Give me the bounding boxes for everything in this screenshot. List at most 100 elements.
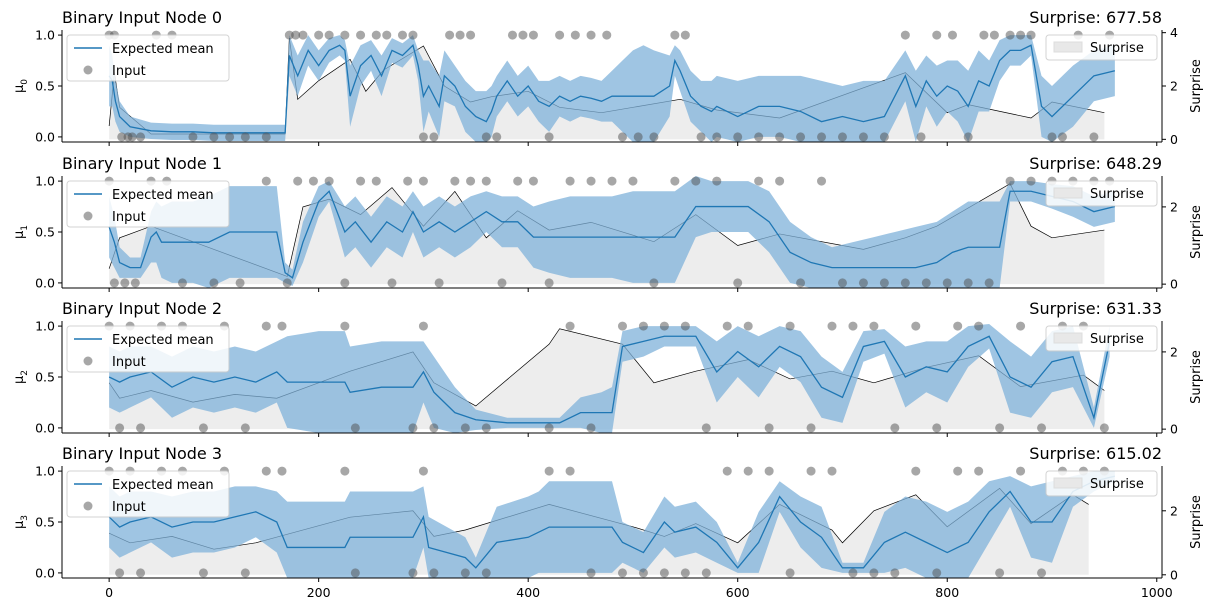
input-point — [481, 176, 491, 186]
input-point — [507, 30, 517, 40]
input-point — [570, 30, 580, 40]
uncertainty-band — [109, 324, 1110, 433]
input-point — [291, 30, 301, 40]
input-point — [429, 423, 439, 433]
input-point — [240, 423, 250, 433]
input-point — [382, 30, 392, 40]
legend-area-swatch — [1053, 332, 1083, 344]
input-point — [308, 176, 318, 186]
input-point — [565, 321, 575, 331]
legend: Expected mean Input — [66, 325, 230, 373]
input-point — [455, 30, 465, 40]
input-point — [261, 176, 271, 186]
input-point — [607, 176, 617, 186]
legend-label: Surprise — [1090, 41, 1144, 56]
input-point — [408, 568, 418, 578]
legend-box — [66, 34, 230, 82]
input-point — [932, 568, 942, 578]
input-point — [466, 176, 476, 186]
legend-label: Expected mean — [112, 42, 214, 57]
input-point — [282, 278, 292, 288]
legend-box — [66, 325, 230, 373]
legend-label: Input — [112, 210, 146, 225]
input-point — [544, 466, 554, 476]
y-tick-label: 1.0 — [35, 464, 55, 479]
input-point — [350, 423, 360, 433]
input-point — [617, 568, 627, 578]
input-point — [492, 132, 502, 142]
input-point — [670, 30, 680, 40]
input-point — [963, 278, 973, 288]
y-tick-label: 0.0 — [35, 129, 55, 144]
input-point — [314, 30, 324, 40]
input-point — [298, 30, 308, 40]
input-point — [284, 30, 294, 40]
uncertainty-band — [109, 471, 1115, 578]
legend-dot-swatch — [83, 65, 93, 75]
input-point — [659, 568, 669, 578]
y-tick-label: 0.5 — [35, 515, 55, 530]
input-point — [691, 176, 701, 186]
legend-box — [1045, 180, 1158, 207]
input-point — [712, 176, 722, 186]
input-point — [481, 423, 491, 433]
expected-mean-line — [108, 44, 1116, 134]
input-point — [638, 568, 648, 578]
input-point — [127, 132, 137, 142]
input-point — [136, 423, 146, 433]
y-axis-label: μ1 — [12, 225, 30, 239]
input-point — [408, 30, 418, 40]
input-point — [115, 568, 125, 578]
legend-surprise: Surprise — [1045, 34, 1158, 61]
input-point — [680, 321, 690, 331]
input-point — [225, 132, 235, 142]
input-point — [371, 176, 381, 186]
panel-surprise-total: Surprise: 648.29 — [1029, 154, 1162, 173]
uncertainty-band — [109, 35, 1115, 142]
input-point — [586, 30, 596, 40]
input-point — [916, 132, 926, 142]
input-point — [528, 176, 538, 186]
input-point — [450, 176, 460, 186]
y-tick-label: 0.0 — [35, 565, 55, 580]
input-point — [979, 30, 989, 40]
input-point — [869, 321, 879, 331]
input-point — [932, 30, 942, 40]
panel-title: Binary Input Node 2 — [62, 299, 222, 318]
legend-label: Surprise — [1090, 332, 1144, 347]
input-point — [497, 278, 507, 288]
input-point — [418, 132, 428, 142]
y-axis-label: μ0 — [12, 79, 30, 93]
plot-area — [104, 466, 1116, 578]
input-point — [817, 176, 827, 186]
y-axis-label: μ2 — [12, 370, 30, 384]
input-point — [1026, 176, 1036, 186]
legend-label: Expected mean — [112, 333, 214, 348]
y2-tick-label: 4 — [1170, 25, 1178, 40]
input-point — [796, 132, 806, 142]
input-point — [293, 176, 303, 186]
legend: Expected mean Input — [66, 180, 230, 228]
input-point — [890, 423, 900, 433]
input-point — [209, 278, 219, 288]
input-point — [775, 176, 785, 186]
input-point — [869, 568, 879, 578]
input-point — [733, 278, 743, 288]
input-point — [261, 321, 271, 331]
y-tick-label: 0.5 — [35, 79, 55, 94]
input-point — [340, 466, 350, 476]
input-point — [340, 278, 350, 288]
y2-tick-label: 2 — [1170, 199, 1178, 214]
input-point — [817, 132, 827, 142]
input-point — [188, 132, 198, 142]
input-point — [900, 30, 910, 40]
input-point — [481, 132, 491, 142]
y2-axis-label: Surprise — [1189, 495, 1204, 549]
plot-area — [104, 30, 1116, 142]
legend-label: Surprise — [1090, 187, 1144, 202]
input-point — [633, 132, 643, 142]
y-axis-label: μ3 — [12, 515, 30, 529]
input-point — [403, 176, 413, 186]
panel-surprise-total: Surprise: 677.58 — [1029, 8, 1162, 27]
input-point — [602, 30, 612, 40]
